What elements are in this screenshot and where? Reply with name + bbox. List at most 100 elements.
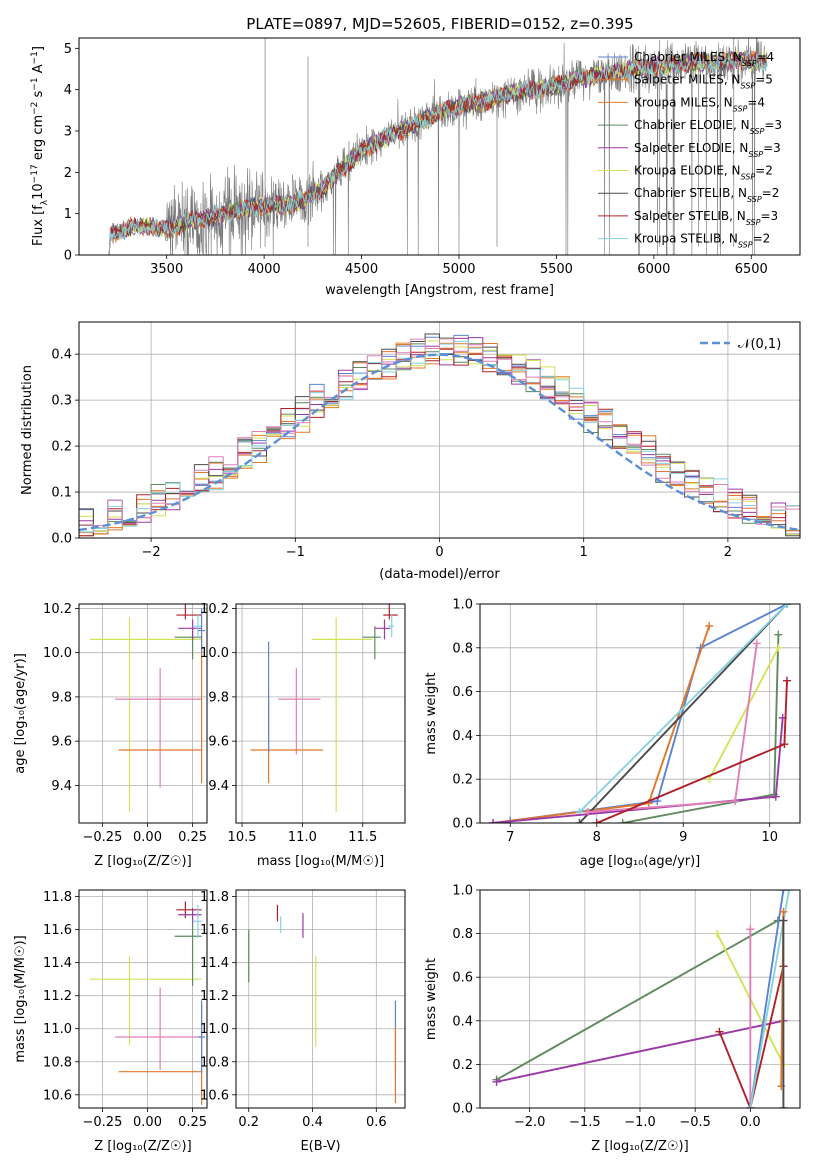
y-tick-label: 10.8 xyxy=(200,1055,229,1070)
legend-text: Kroupa MILES, N xyxy=(634,95,733,109)
y-axis-label: Normed distribution xyxy=(20,365,35,495)
weight-marker xyxy=(780,740,789,749)
legend-sub: SSP xyxy=(742,59,757,68)
y-axis-label: mass weight xyxy=(424,672,439,754)
weight-marker xyxy=(575,819,584,823)
y-axis-label-part: 10 xyxy=(31,183,46,200)
y-axis-label: mass [log₁₀(M/M☉)] xyxy=(13,935,28,1062)
weight-marker xyxy=(592,819,601,823)
x-tick-label: 0.4 xyxy=(302,1115,323,1130)
x-tick-label: 6500 xyxy=(735,262,768,277)
legend-sub: SSP xyxy=(747,195,762,204)
x-tick-label: 0.00 xyxy=(133,830,162,845)
y-tick-label: 11.0 xyxy=(43,1022,72,1037)
y-axis-label-part: A xyxy=(31,64,46,77)
y-tick-label: 11.8 xyxy=(43,890,72,905)
weight_vs_Z-frame: −2.0 −1.5 −1.0 −0.5 0.0 0.0 0.2 0.4 0.6 0.8 1.0 Z [… xyxy=(424,884,801,1154)
weight-marker xyxy=(618,819,627,823)
y-tick-label: 0.8 xyxy=(452,641,473,656)
y-tick-label: 9.4 xyxy=(51,779,72,794)
age_vs_Z-plot xyxy=(89,604,206,812)
legend-text: Kroupa ELODIE, N xyxy=(634,164,741,178)
weight-marker xyxy=(752,639,761,648)
y-axis-label-part: −2 xyxy=(30,102,40,115)
weight-line xyxy=(578,604,788,813)
y-tick-label: 0.3 xyxy=(51,394,72,409)
mass_vs_ebv-plot xyxy=(248,904,397,1104)
legend-sub: SSP xyxy=(748,149,763,158)
x-tick-label: 3500 xyxy=(150,262,183,277)
y-axis-label: Flux [fλ10−17 erg cm−2 s−1 A−1] xyxy=(30,46,50,246)
y-axis-label: mass weight xyxy=(424,958,439,1040)
x-axis-label: Z [log₁₀(Z/Z☉)] xyxy=(591,1139,688,1154)
y-axis-label-part: s xyxy=(31,90,46,101)
axes-frame xyxy=(235,889,406,1109)
mass_vs_ebv-axes xyxy=(236,890,405,1108)
y-tick-label: 5 xyxy=(64,42,72,57)
mass_vs_Z-axes xyxy=(79,890,207,1108)
y-tick-label: 1 xyxy=(64,207,72,222)
mass_vs_Z-plot xyxy=(89,901,206,1105)
x-tick-label: 8 xyxy=(593,830,601,845)
weight-marker xyxy=(783,604,792,608)
x-tick-label: 0.2 xyxy=(238,1115,259,1130)
legend-label: Chabrier STELIB, NSSP=2 xyxy=(634,186,779,204)
axes-frame xyxy=(78,889,208,1109)
age_vs_mass-axes xyxy=(236,604,405,823)
x-tick-label: −0.25 xyxy=(83,830,123,845)
legend-label: Salpeter STELIB, NSSP=3 xyxy=(634,209,778,227)
x-tick-label: 4500 xyxy=(345,262,378,277)
y-tick-label: 11.4 xyxy=(43,956,72,971)
x-tick-label: 10.5 xyxy=(228,830,257,845)
x-tick-label: 1 xyxy=(580,545,588,560)
age_vs_mass-frame: 10.5 11.0 11.5 9.4 9.6 9.8 10.0 10.2 mass [log₁₀… xyxy=(200,602,406,869)
x-axis-label: E(B-V) xyxy=(300,1139,340,1154)
y-tick-label: 11.0 xyxy=(200,1022,229,1037)
y-tick-label: 10.2 xyxy=(43,602,72,617)
y-tick-label: 10.2 xyxy=(200,602,229,617)
y-axis-label-part: erg cm xyxy=(31,115,46,164)
weight-marker xyxy=(584,808,593,817)
legend-label: Chabrier MILES, NSSP=4 xyxy=(634,50,774,68)
y-tick-label: 0.6 xyxy=(452,685,473,700)
y-tick-label: 10.6 xyxy=(200,1088,229,1103)
legend-suffix: =4 xyxy=(756,50,774,64)
y-tick-label: 10.8 xyxy=(43,1055,72,1070)
spectrum-frame: 3500 4000 4500 5000 5500 6000 6500 0 1 2 3 4 5 wavele… xyxy=(30,37,801,298)
y-tick-label: 10.6 xyxy=(43,1088,72,1103)
weight_vs_age-axes xyxy=(480,603,800,824)
x-tick-label: 0 xyxy=(435,545,443,560)
axes-frame xyxy=(78,603,208,824)
legend-sub: SSP xyxy=(750,127,765,136)
legend-sub: SSP xyxy=(746,217,761,226)
legend-suffix: =5 xyxy=(755,73,773,87)
weight-marker xyxy=(771,792,780,801)
weight-line xyxy=(492,625,711,823)
x-axis-label: mass [log₁₀(M/M☉)] xyxy=(257,854,384,869)
x-tick-label: 10 xyxy=(761,830,778,845)
y-tick-label: 0.8 xyxy=(452,927,473,942)
legend-text: Kroupa STELIB, N xyxy=(634,232,738,246)
y-tick-label: 9.6 xyxy=(51,735,72,750)
weight-marker xyxy=(779,890,788,894)
x-tick-label: 0.0 xyxy=(740,1115,761,1130)
x-tick-label: −0.25 xyxy=(83,1115,123,1130)
y-tick-label: 0.4 xyxy=(452,729,473,744)
y-axis-label-part: ] xyxy=(31,46,46,51)
y-tick-label: 2 xyxy=(64,166,72,181)
mass_vs_ebv-frame: 0.2 0.4 0.6 10.6 10.8 11.0 11.2 11.4 11.6 11.8 E(B… xyxy=(200,889,406,1154)
legend-sub: SSP xyxy=(741,172,756,181)
x-tick-label: −2.0 xyxy=(514,1115,546,1130)
y-tick-label: 11.2 xyxy=(43,989,72,1004)
legend-label: Kroupa STELIB, NSSP=2 xyxy=(634,232,770,250)
weight-marker xyxy=(488,819,497,823)
axes-frame xyxy=(235,603,406,824)
legend-sub: SSP xyxy=(738,240,753,249)
x-tick-label: 4000 xyxy=(248,262,281,277)
legend-suffix: =4 xyxy=(747,95,765,109)
legend-text: Salpeter ELODIE, N xyxy=(634,141,748,155)
x-axis-label: wavelength [Angstrom, rest frame] xyxy=(325,283,554,298)
y-tick-label: 11.2 xyxy=(200,989,229,1004)
weight-marker xyxy=(784,890,793,894)
